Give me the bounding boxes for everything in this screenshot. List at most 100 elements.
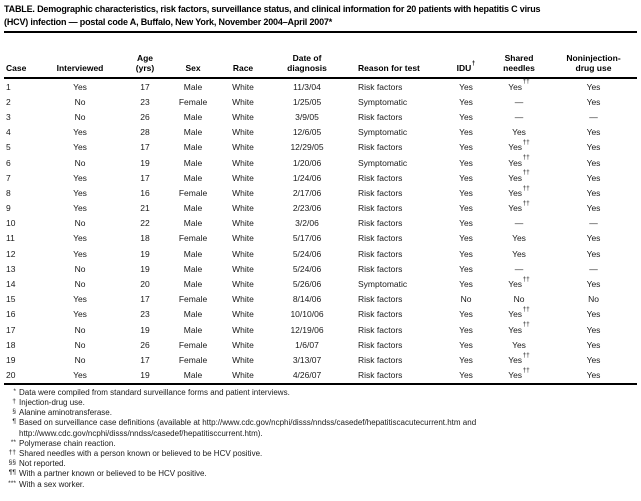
sex-cell: Female <box>178 233 208 244</box>
age-cell: 23 <box>140 309 150 320</box>
sex-cell: Male <box>183 218 203 229</box>
interviewed-cell: No <box>74 111 86 122</box>
sex-cell: Male <box>183 370 203 381</box>
table-row: 2 No 23 Female White 1/25/05 Symptomatic Yes — Ye… <box>4 94 637 109</box>
sex-cell: Male <box>183 81 203 92</box>
idu-cell: Yes <box>459 157 473 168</box>
noninjection-drug-use-cell: Yes <box>586 279 601 290</box>
race-cell: White <box>232 279 254 290</box>
age-cell: 26 <box>140 111 150 122</box>
col-header-sex: Sex <box>168 33 218 79</box>
footnote-marker: * <box>13 387 16 395</box>
case-cell: 1 <box>6 81 11 92</box>
sex-cell: Male <box>183 111 203 122</box>
reason-for-test-cell: Symptomatic <box>358 279 408 290</box>
date-of-diagnosis-cell: 5/17/06 <box>292 233 322 244</box>
sex-cell: Female <box>178 354 208 365</box>
case-cell: 13 <box>6 263 16 274</box>
idu-cell: Yes <box>459 233 473 244</box>
noninjection-drug-use-cell: — <box>589 218 598 229</box>
footnote-text: With a partner known or believed to be H… <box>19 469 207 479</box>
date-of-diagnosis-cell: 11/3/04 <box>293 81 321 92</box>
shared-needles-cell: — <box>514 111 524 122</box>
footnotes: * Data were compiled from standard survei… <box>4 388 637 490</box>
case-cell: 18 <box>6 339 16 350</box>
table-row: 3 No 26 Male White 3/9/05 Risk factors Yes — — <box>4 109 637 124</box>
shared-needles-cell: Yes†† <box>508 199 530 214</box>
footnote-marker: † <box>12 397 16 405</box>
noninjection-drug-use-cell: No <box>588 294 599 305</box>
sex-cell: Male <box>183 324 203 335</box>
age-cell: 19 <box>140 248 150 259</box>
sex-cell: Female <box>178 187 208 198</box>
date-of-diagnosis-cell: 12/19/06 <box>290 324 324 335</box>
date-of-diagnosis-cell: 12/6/05 <box>292 127 322 138</box>
age-cell: 19 <box>140 324 150 335</box>
idu-cell: Yes <box>459 142 473 153</box>
sex-cell: Male <box>183 263 203 274</box>
footnote: §§ Not reported. <box>4 459 637 469</box>
date-of-diagnosis-cell: 10/10/06 <box>290 309 324 320</box>
reason-for-test-cell: Risk factors <box>358 339 403 350</box>
idu-cell: Yes <box>459 218 473 229</box>
case-cell: 20 <box>6 370 16 381</box>
race-cell: White <box>232 309 254 320</box>
noninjection-drug-use-cell: Yes <box>586 248 601 259</box>
shared-needles-cell: Yes†† <box>508 139 530 153</box>
table-row: 18 No 26 Female White 1/6/07 Risk factors Yes Ye… <box>4 337 637 352</box>
shared-needles-cell: Yes†† <box>508 154 530 168</box>
col-header-shared-needles: Shared needles <box>488 33 550 79</box>
case-cell: 16 <box>6 309 16 320</box>
date-of-diagnosis-cell: 3/9/05 <box>295 111 319 122</box>
footnote-text: Polymerase chain reaction. <box>19 438 116 448</box>
noninjection-drug-use-cell: Yes <box>586 309 601 320</box>
race-cell: White <box>232 339 254 350</box>
sex-cell: Male <box>183 142 203 153</box>
table-row: 19 No 17 Female White 3/13/07 Risk factors Yes Y… <box>4 352 637 367</box>
interviewed-cell: No <box>74 339 86 350</box>
race-cell: White <box>232 96 254 107</box>
race-cell: White <box>232 370 254 381</box>
noninjection-drug-use-cell: Yes <box>586 81 601 92</box>
idu-cell: No <box>460 294 472 305</box>
noninjection-drug-use-cell: Yes <box>586 203 601 214</box>
race-cell: White <box>232 187 254 198</box>
footnote: ** Polymerase chain reaction. <box>4 439 637 449</box>
interviewed-cell: Yes <box>73 248 87 259</box>
reason-for-test-cell: Risk factors <box>358 370 403 381</box>
reason-for-test-cell: Symptomatic <box>358 96 408 107</box>
dagger-superscript: †† <box>522 351 530 359</box>
shared-needles-cell: Yes†† <box>508 275 530 290</box>
dagger-superscript: † <box>471 59 476 67</box>
date-of-diagnosis-cell: 3/2/06 <box>295 218 319 229</box>
sex-cell: Male <box>183 172 203 183</box>
reason-for-test-cell: Risk factors <box>358 263 403 274</box>
shared-needles-cell: Yes†† <box>508 78 530 92</box>
dagger-superscript: †† <box>522 78 530 86</box>
sex-cell: Male <box>183 157 203 168</box>
table-row: 13 No 19 Male White 5/24/06 Risk factors Yes — — <box>4 261 637 276</box>
reason-for-test-cell: Risk factors <box>358 203 403 214</box>
noninjection-drug-use-cell: Yes <box>586 157 601 168</box>
noninjection-drug-use-cell: Yes <box>586 187 601 198</box>
table-row: 4 Yes 28 Male White 12/6/05 Symptomatic Yes Yes Y… <box>4 125 637 140</box>
case-cell: 6 <box>6 157 11 168</box>
case-cell: 12 <box>6 248 16 259</box>
reason-for-test-cell: Risk factors <box>358 324 403 335</box>
interviewed-cell: No <box>74 218 86 229</box>
reason-for-test-cell: Risk factors <box>358 218 403 229</box>
idu-cell: Yes <box>459 324 473 335</box>
reason-for-test-cell: Symptomatic <box>358 157 408 168</box>
race-cell: White <box>232 248 254 259</box>
date-of-diagnosis-cell: 1/6/07 <box>295 339 319 350</box>
case-cell: 4 <box>6 127 11 138</box>
age-cell: 22 <box>140 218 150 229</box>
interviewed-cell: Yes <box>73 81 87 92</box>
col-header-case: Case <box>4 33 38 79</box>
col-header-date-of-diagnosis: Date of diagnosis <box>268 33 346 79</box>
footnote-text: Alanine aminotransferase. <box>19 408 112 418</box>
footnote: * Data were compiled from standard survei… <box>4 388 637 398</box>
dagger-superscript: †† <box>522 154 530 162</box>
idu-cell: Yes <box>459 187 473 198</box>
col-header-interviewed: Interviewed <box>38 33 122 79</box>
